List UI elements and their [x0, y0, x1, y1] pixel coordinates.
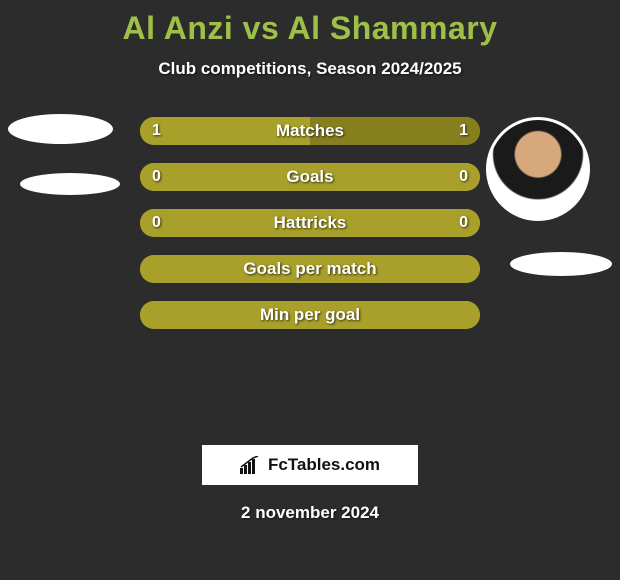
date-label: 2 november 2024 [0, 503, 620, 523]
subtitle: Club competitions, Season 2024/2025 [0, 59, 620, 79]
stat-row: Min per goal [140, 301, 480, 329]
stat-row: Goals per match [140, 255, 480, 283]
stat-row: Matches1 1 [140, 117, 480, 145]
bar-value-right: 1 [459, 117, 468, 145]
bar-label: Min per goal [140, 301, 480, 329]
stat-row: Hattricks0 0 [140, 209, 480, 237]
bar-value-right: 0 [459, 209, 468, 237]
chart-icon [240, 456, 262, 474]
player-left-avatar-1 [8, 114, 113, 144]
bar-value-left: 0 [152, 163, 161, 191]
player-left-avatar-2 [20, 173, 120, 195]
fctables-logo: FcTables.com [202, 445, 418, 485]
comparison-stage: Matches11Goals00Hattricks00Goals per mat… [0, 99, 620, 439]
player-right-avatar-2 [510, 252, 612, 276]
bar-label: Goals per match [140, 255, 480, 283]
bar-chart: Matches11Goals00Hattricks00Goals per mat… [140, 117, 480, 347]
bar-label: Hattricks [140, 209, 480, 237]
stat-row: Goals0 0 [140, 163, 480, 191]
bar-value-left: 1 [152, 117, 161, 145]
bar-label: Matches [140, 117, 480, 145]
bar-value-left: 0 [152, 209, 161, 237]
bar-value-right: 0 [459, 163, 468, 191]
page-title: Al Anzi vs Al Shammary [0, 0, 620, 47]
logo-text: FcTables.com [268, 455, 380, 475]
bar-label: Goals [140, 163, 480, 191]
player-right-photo [486, 117, 590, 221]
